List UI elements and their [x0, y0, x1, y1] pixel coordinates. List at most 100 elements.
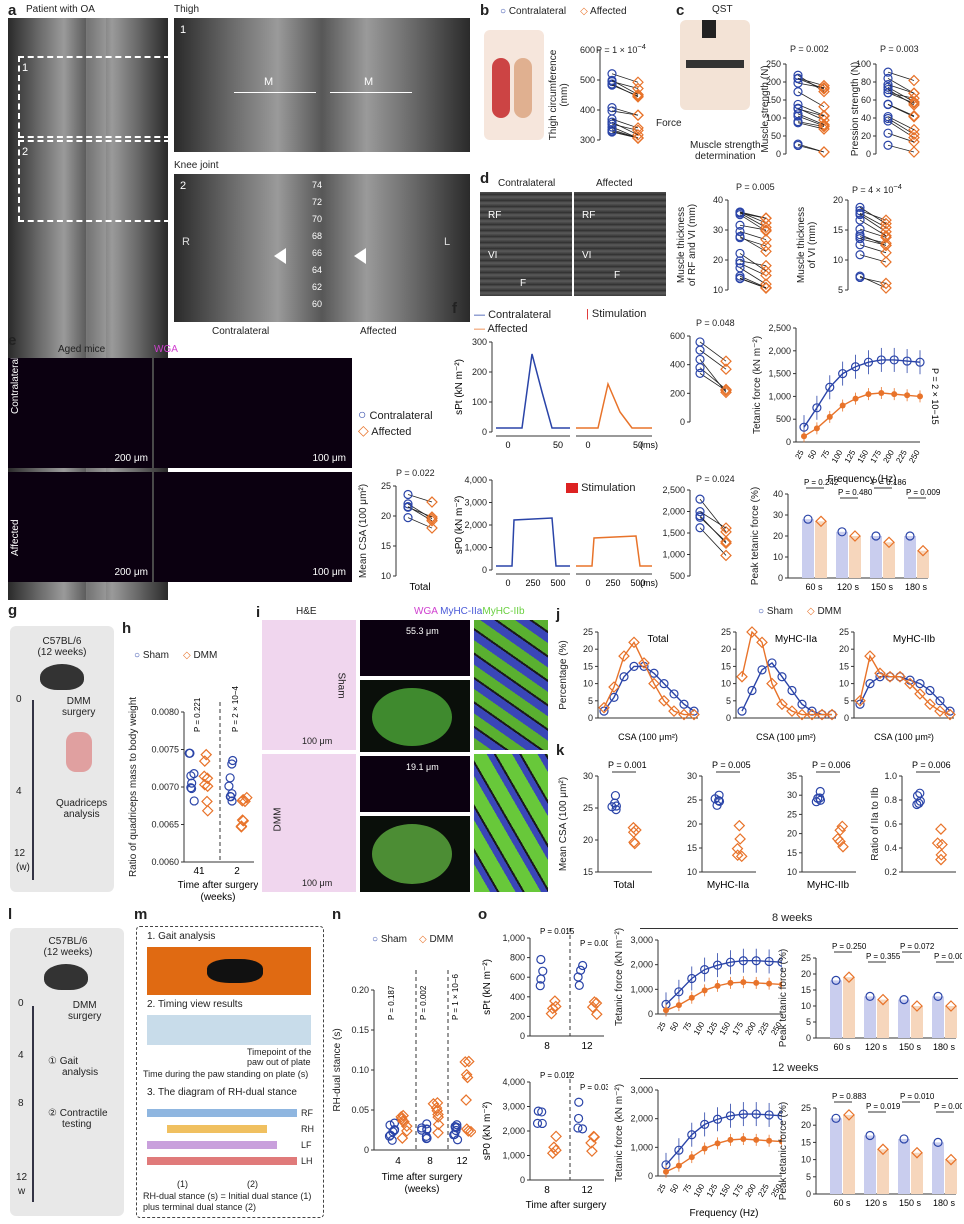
chart-c1-affected-point: [818, 110, 830, 123]
rf-label-2: RF: [582, 210, 596, 221]
chart-f-tet-affected-point: [904, 392, 911, 399]
chart-e-contra-point: [403, 489, 413, 500]
chart-f-trace1-contra-trace: [496, 353, 570, 429]
caption-c-2: determination: [695, 151, 756, 162]
l-age: (12 weeks): [43, 947, 93, 958]
chart-o-left-dmm-point: [586, 1145, 598, 1158]
leg-anatomy-illustration: [484, 30, 544, 140]
chart-d1-pair-line: [739, 278, 767, 289]
chart-n-dmm-point: [431, 1097, 444, 1109]
chart-b-affected-point: [632, 124, 644, 137]
m-tp2: paw out of plate: [247, 1057, 311, 1067]
chart-o-left-tick-label: 2,000: [502, 1126, 525, 1136]
chart-j-dmm-point: [884, 670, 896, 683]
vi-label-2: VI: [582, 250, 592, 261]
chart-o-tet2-contra-point: [777, 1111, 782, 1121]
chart-b-tick-label: 300: [580, 135, 595, 145]
chart-f-peak-p: P = 0.009: [906, 488, 941, 497]
chart-k-1-tick-label: 30: [687, 771, 697, 781]
chart-n-sham-point: [450, 1121, 460, 1132]
chart-o-left-dmm-point: [590, 997, 603, 1009]
g-t4: 4: [16, 786, 22, 797]
chart-f-trace2-xtick: 500: [550, 578, 565, 588]
chart-b-pair-line: [611, 121, 639, 136]
chart-f-trace2-tick-label: 4,000: [464, 475, 487, 485]
arrow-right-icon: [354, 248, 366, 264]
chart-f-tet-affected-point: [865, 391, 872, 398]
chart-o-left-sham-point: [573, 1123, 583, 1133]
chart-o-tet1-tick-label: 2,000: [630, 960, 653, 970]
panel-label-c: c: [676, 2, 685, 19]
chart-j-dmm-point: [854, 694, 866, 707]
chart-c2-affected-point: [908, 74, 920, 87]
chart-o-tet2-contra-point: [751, 1109, 761, 1119]
chart-k-dmm-point: [936, 838, 948, 851]
chart-o-peak2-tick-label: 25: [801, 1103, 811, 1113]
chart-n-xtick: 4: [395, 1156, 401, 1167]
legend-h-sham: Sham: [142, 650, 169, 661]
panel-m-box: 1. Gait analysis 2. Timing view results …: [136, 926, 324, 1218]
chart-o-left-xlabel1: Time after surgery: [526, 1200, 607, 1211]
g-dmm1: DMM: [66, 696, 91, 707]
chart-j-sham-point: [737, 706, 747, 716]
chart-k-dmm-point: [734, 833, 746, 845]
chart-e-contra-point: [403, 499, 413, 509]
chart-k-3-tick-label: 1.0: [884, 771, 897, 781]
l-t0: 0: [18, 998, 24, 1009]
chart-o-left-tick-label: 1,000: [502, 1151, 525, 1161]
i-iib: MyHC-IIb: [482, 606, 525, 617]
chart-o-left-tick-label: 400: [510, 992, 525, 1002]
chart-f1-affected-point: [720, 386, 732, 399]
chart-n-dmm-point: [460, 1094, 472, 1106]
chart-o-peak2-xtick: 60 s: [833, 1198, 851, 1208]
chart-n-sham-point: [422, 1124, 432, 1134]
chart-o-tet1-affected-point: [714, 982, 721, 989]
chart-o-tet2-xtick: 150: [718, 1182, 733, 1199]
chart-f1-pair-line: [699, 373, 727, 391]
chart-c1-pair-line: [797, 91, 825, 108]
chart-f-tet-xtick: 125: [843, 448, 858, 465]
chart-f-peak-tick-label: 10: [773, 552, 783, 562]
chart-f-tet-tick-label: 2,500: [768, 323, 791, 333]
chart-o-peak2-bar-sham: [830, 1118, 842, 1194]
quadriceps-icon: [66, 732, 92, 772]
p-b: P = 1 × 10−4: [596, 42, 646, 55]
chart-c1-affected-point: [818, 123, 830, 135]
chart-o-peak2-bar-dmm: [843, 1114, 855, 1194]
chart-o-tet2-affected-point: [779, 1138, 782, 1145]
chart-c1-tick-label: 150: [766, 95, 781, 105]
chart-n-p: P = 0.002: [419, 985, 428, 1020]
chart-f2-pair-line: [699, 527, 727, 556]
fiber-type-dmm: [474, 754, 548, 892]
chart-o-peak2-p: P = 0.019: [866, 1102, 901, 1111]
chart-o-peak1-dmm-point: [945, 1000, 957, 1012]
chart-k-3-tick-label: 0.6: [884, 819, 897, 829]
chart-k-dmm-point: [735, 850, 748, 863]
chart-j-dmm-point: [934, 705, 946, 717]
chart-f2-tick-label: 2,000: [662, 507, 685, 517]
chart-f-tet-affected-line: [803, 392, 921, 437]
panel-label-g: g: [8, 602, 18, 619]
chart-d2-contra-point: [855, 215, 865, 225]
chart-j-2-tick-label: 25: [839, 627, 849, 637]
l-t4: 4: [18, 1050, 24, 1061]
chart-j-tick-label: 0: [588, 713, 593, 723]
chart-f2-contra-point: [695, 523, 705, 533]
legend-e-contra: Contralateral: [369, 410, 433, 422]
chart-b-affected-point: [632, 82, 644, 95]
chart-c1-affected-point: [818, 81, 830, 94]
chart-h-p1: P = 0.221: [193, 697, 202, 732]
legend-n-sham: Sham: [380, 934, 407, 945]
chart-o-peak2-p: P = 0.883: [832, 1092, 867, 1101]
chart-n-xtick: 12: [456, 1156, 468, 1167]
chart-n-dmm-point: [432, 1118, 445, 1131]
chart-c2-tick-label: 80: [861, 77, 871, 87]
chart-o-peak2-p: P = 0.010: [900, 1092, 935, 1101]
chart-o-left-ylabel: sP0 (kN m⁻²): [482, 1102, 493, 1161]
force-label: Force: [656, 118, 682, 129]
chart-b-affected-point: [632, 129, 644, 141]
chart-n-xlabel1: Time after surgery: [382, 1172, 463, 1183]
chart-h-dmm-point: [240, 791, 253, 804]
chart-h-sham-point: [186, 783, 197, 794]
chart-o-left-dmm-point: [548, 1141, 560, 1154]
